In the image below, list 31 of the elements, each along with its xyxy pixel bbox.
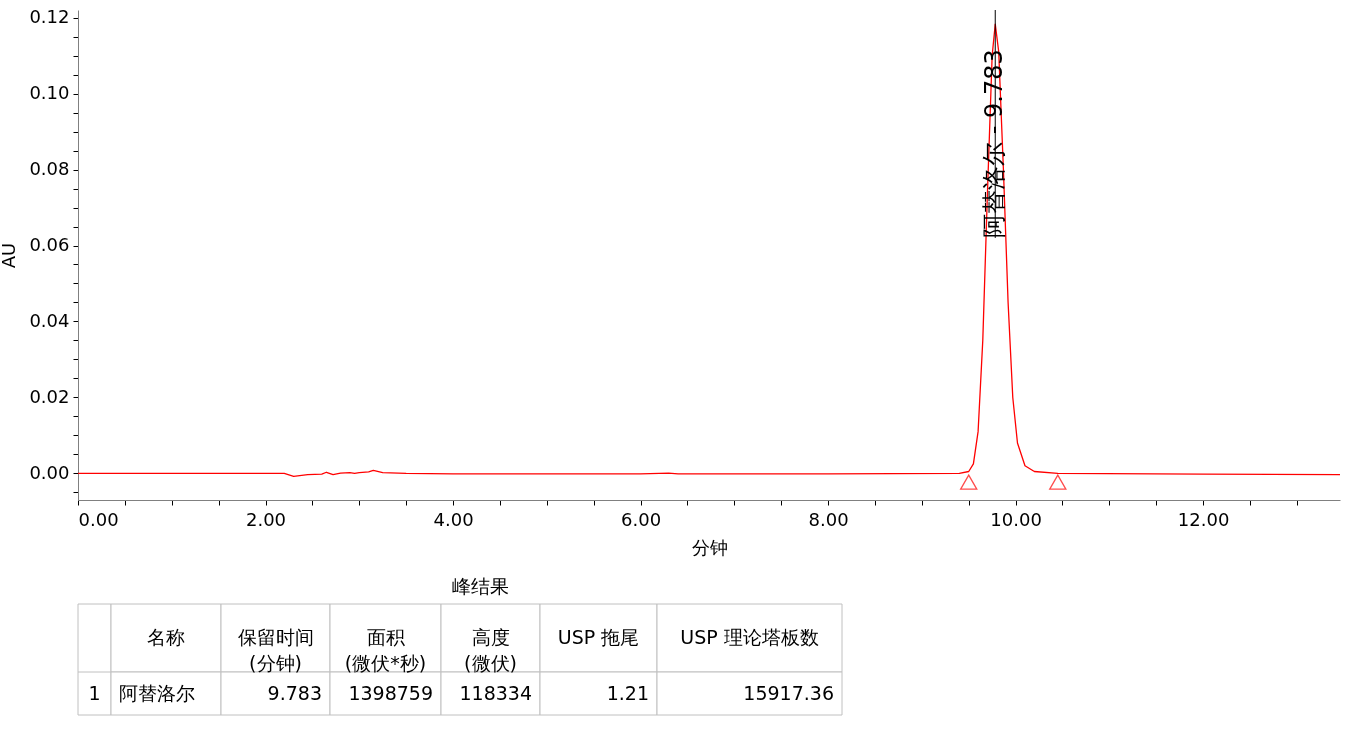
text: 峰结果 — [451, 575, 509, 597]
x-tick-label: 6.00 — [621, 508, 662, 530]
y-tick-label: 0.06 — [29, 234, 70, 255]
y-tick-label: 0.02 — [29, 385, 70, 407]
text: USP 理论塔板数 — [680, 626, 819, 648]
x-tick-label: 0.00 — [78, 508, 119, 530]
text: 保留时间 (分钟) — [237, 626, 314, 674]
x-tick-label: 8.00 — [808, 508, 849, 530]
x-tick-label: 4.00 — [433, 508, 474, 530]
text: 1398759 — [348, 681, 433, 704]
text: 9.783 — [267, 681, 322, 704]
text: 118334 — [459, 681, 532, 704]
y-axis-title: AU — [0, 242, 20, 269]
annotation: 阿替洛尔 - 9.783 — [980, 49, 1009, 238]
text: USP 拖尾 — [557, 626, 640, 648]
x-tick-label: 12.00 — [1177, 508, 1230, 530]
text: 面积 (微伏*秒) — [344, 626, 427, 674]
x-tick-label: 10.00 — [990, 508, 1042, 530]
text: 1 — [88, 681, 101, 704]
y-tick-label: 0.12 — [29, 6, 70, 28]
text: 1.21 — [606, 681, 649, 704]
text: 15917.36 — [743, 681, 834, 704]
text: 阿替洛尔 — [119, 681, 195, 704]
y-tick-label: 0.00 — [29, 461, 70, 483]
x-axis-title: 分钟 — [691, 536, 728, 558]
x-tick-label: 2.00 — [245, 508, 287, 530]
y-tick-label: 0.10 — [29, 82, 70, 104]
y-tick-label: 0.08 — [29, 158, 70, 180]
y-tick-label: 0.04 — [29, 309, 70, 331]
text: 高度 (微伏) — [464, 626, 517, 674]
text: 名称 — [147, 626, 185, 648]
